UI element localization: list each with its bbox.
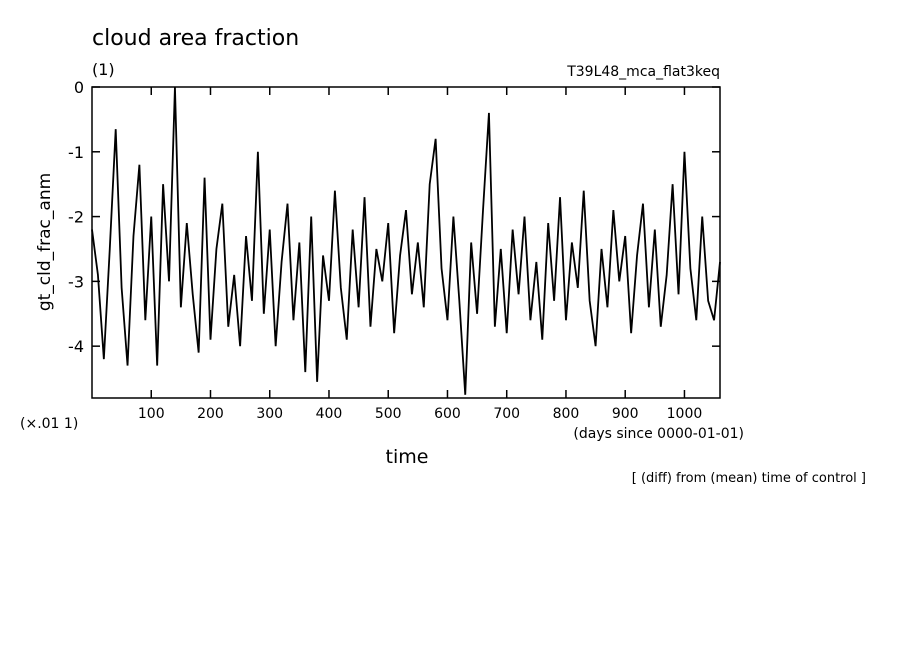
y-tick-label: 0 xyxy=(74,78,84,97)
x-tick-label: 200 xyxy=(197,406,224,422)
y-axis-label: gt_cld_frac_anm xyxy=(35,173,55,311)
x-tick-label: 300 xyxy=(256,406,283,422)
x-axis-label: time xyxy=(386,446,429,468)
x-tick-label: 900 xyxy=(612,406,639,422)
plot-frame xyxy=(91,86,721,399)
x-tick-label: 400 xyxy=(316,406,343,422)
x-tick-label: 1000 xyxy=(667,406,703,422)
y-tick-label: -4 xyxy=(68,337,84,356)
subtitle: (1) xyxy=(92,60,115,79)
note: [ (diff) from (mean) time of control ] xyxy=(632,471,866,486)
y-tick-label: -2 xyxy=(68,208,84,227)
x-tick-label: 600 xyxy=(434,406,461,422)
x-tick-label: 800 xyxy=(553,406,580,422)
x-tick-label: 500 xyxy=(375,406,402,422)
y-tick-label: -1 xyxy=(68,143,84,162)
run-label: T39L48_mca_flat3keq xyxy=(566,64,720,80)
x-tick-label: 700 xyxy=(493,406,520,422)
x-tick-label: 100 xyxy=(138,406,165,422)
scale-label: (×.01 1) xyxy=(20,416,78,432)
chart-title: cloud area fraction xyxy=(92,26,299,51)
x-unit-label: (days since 0000-01-01) xyxy=(573,426,744,442)
data-line xyxy=(91,86,721,395)
y-tick-label: -3 xyxy=(68,272,84,291)
